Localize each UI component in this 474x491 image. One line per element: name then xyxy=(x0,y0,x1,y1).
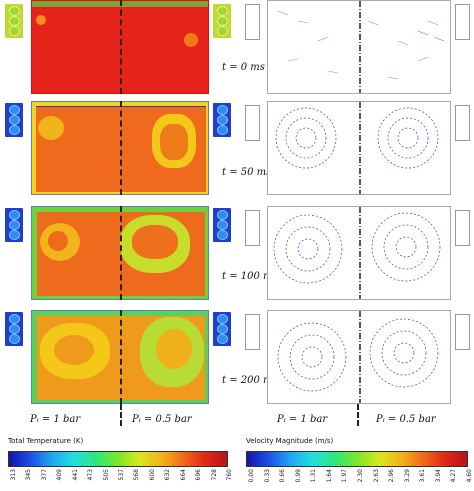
velocity-tick-10: 3.29 xyxy=(403,469,411,483)
velocity-tick-3: 0.99 xyxy=(294,469,302,483)
velocity-tick-2: 0.66 xyxy=(279,469,287,483)
divider-tail xyxy=(357,404,359,426)
coil-right xyxy=(213,312,231,346)
coil-right xyxy=(213,103,231,137)
temperature-tick-1: 345 xyxy=(25,469,33,481)
divider xyxy=(120,0,122,94)
coil-left xyxy=(5,4,23,38)
vel-domain xyxy=(267,310,451,404)
temperature-tick-7: 537 xyxy=(118,469,125,481)
divider xyxy=(120,310,122,404)
divider xyxy=(120,101,122,195)
temperature-tick-0: 313 xyxy=(10,469,17,481)
pressure-label-vel-left: Pᵢ = 1 bar xyxy=(277,414,328,425)
pressure-label-temp-left: Pᵢ = 1 bar xyxy=(30,414,81,425)
velocity-colorbar-title: Velocity Magnitude (m/s) xyxy=(246,437,334,445)
temp-panel-t100 xyxy=(3,206,236,300)
temp-panel-t200 xyxy=(3,310,236,404)
velocity-tick-13: 4.27 xyxy=(450,469,458,483)
vel-panel-t200 xyxy=(245,310,472,404)
velocity-tick-9: 2.96 xyxy=(388,469,396,483)
time-label-200: t = 200 ms xyxy=(222,375,278,386)
velocity-colorbar xyxy=(246,451,468,467)
temperature-tick-10: 632 xyxy=(164,469,172,481)
temperature-colorbar xyxy=(8,451,228,467)
vector-field xyxy=(273,207,441,299)
pressure-label-vel-right: Pᵢ = 0.5 bar xyxy=(376,414,436,425)
temperature-tick-8: 568 xyxy=(133,469,141,481)
vector-field xyxy=(275,102,439,194)
vel-domain xyxy=(267,101,451,195)
time-label-100: t = 100 ms xyxy=(222,271,278,282)
vel-panel-t100 xyxy=(245,206,472,300)
velocity-tick-4: 1.31 xyxy=(310,469,318,483)
velocity-tick-0: 0.00 xyxy=(248,469,255,483)
velocity-tick-7: 2.30 xyxy=(357,469,364,483)
temperature-tick-12: 696 xyxy=(195,469,203,481)
pressure-label-temp-right: Pᵢ = 0.5 bar xyxy=(132,414,192,425)
vector-field xyxy=(277,1,445,93)
temp-panel-t50 xyxy=(3,101,236,195)
vel-domain xyxy=(267,206,451,300)
vector-field xyxy=(277,311,439,403)
coil-right xyxy=(213,4,231,38)
divider-tail xyxy=(120,404,122,426)
velocity-tick-5: 1.64 xyxy=(325,469,333,483)
coil-right xyxy=(213,208,231,242)
vel-panel-t0 xyxy=(245,0,472,94)
temperature-tick-5: 473 xyxy=(87,469,95,481)
vel-panel-t50 xyxy=(245,101,472,195)
temperature-tick-14: 760 xyxy=(226,469,233,481)
velocity-tick-14: 4.60 xyxy=(466,469,473,483)
coil-left xyxy=(5,312,23,346)
divider xyxy=(120,206,122,300)
velocity-tick-12: 3.94 xyxy=(434,469,442,483)
velocity-tick-1: 0.33 xyxy=(263,469,271,483)
vel-domain xyxy=(267,0,451,94)
temperature-colorbar-title: Total Temperature (K) xyxy=(8,437,84,445)
velocity-tick-6: 1.97 xyxy=(341,469,349,483)
time-label-0: t = 0 ms xyxy=(222,62,265,73)
temperature-tick-9: 600 xyxy=(148,469,156,481)
temperature-tick-11: 664 xyxy=(179,469,187,481)
velocity-tick-11: 3.61 xyxy=(419,469,427,483)
temperature-tick-3: 409 xyxy=(56,469,64,481)
temperature-tick-4: 441 xyxy=(71,469,79,481)
velocity-tick-8: 2.63 xyxy=(372,469,380,483)
temperature-tick-2: 377 xyxy=(40,469,48,481)
temperature-tick-13: 728 xyxy=(210,469,218,481)
coil-left xyxy=(5,208,23,242)
coil-left xyxy=(5,103,23,137)
time-label-50: t = 50 ms xyxy=(222,167,272,178)
temperature-tick-6: 505 xyxy=(102,469,110,481)
temp-panel-t0 xyxy=(3,0,236,94)
